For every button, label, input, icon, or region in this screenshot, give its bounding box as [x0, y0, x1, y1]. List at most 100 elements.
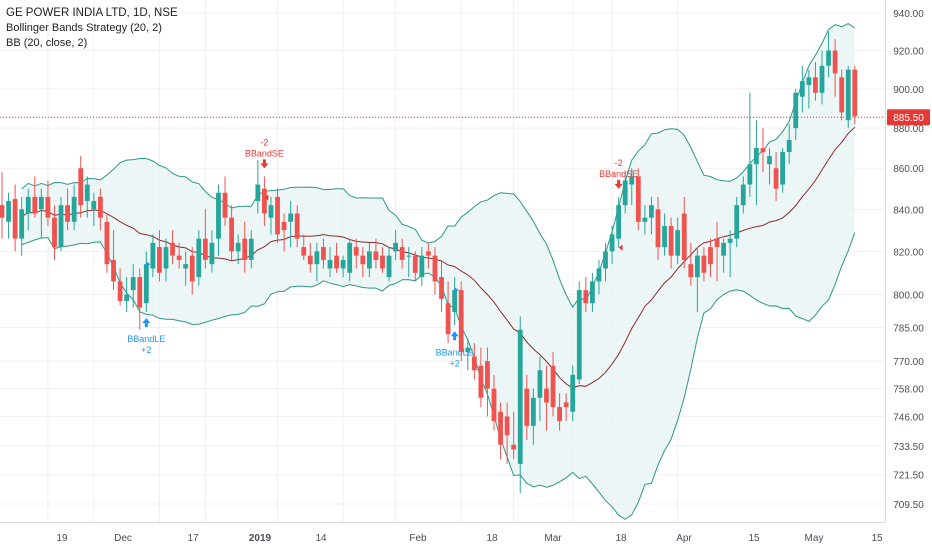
candle[interactable]	[793, 88, 799, 141]
candle[interactable]	[19, 196, 25, 256]
candle[interactable]	[439, 259, 444, 313]
candle[interactable]	[209, 230, 215, 273]
candle[interactable]	[799, 65, 805, 113]
candle[interactable]	[347, 238, 353, 282]
candle[interactable]	[111, 230, 116, 291]
candle[interactable]	[281, 213, 287, 252]
candle[interactable]	[314, 242, 320, 282]
candle[interactable]	[616, 196, 622, 248]
candle[interactable]	[386, 247, 392, 282]
candle[interactable]	[485, 347, 490, 417]
candle[interactable]	[248, 230, 254, 269]
candle[interactable]	[12, 184, 18, 252]
candle[interactable]	[622, 172, 628, 214]
long-entry-signal[interactable]: BBandLE+2	[436, 287, 474, 368]
candle[interactable]	[511, 411, 517, 460]
candle[interactable]	[826, 31, 831, 78]
candle[interactable]	[655, 196, 661, 260]
candle[interactable]	[596, 259, 602, 295]
candle[interactable]	[727, 230, 733, 278]
long-entry-signal[interactable]: BBandLE+2	[127, 261, 165, 355]
candle[interactable]	[163, 238, 169, 282]
candle[interactable]	[576, 281, 582, 384]
candle[interactable]	[0, 172, 5, 239]
candle[interactable]	[301, 234, 307, 260]
candle[interactable]	[170, 230, 175, 265]
candle[interactable]	[852, 65, 858, 125]
candle[interactable]	[71, 184, 77, 231]
candle[interactable]	[550, 352, 556, 417]
candle[interactable]	[465, 338, 471, 371]
candle[interactable]	[327, 247, 333, 278]
candle[interactable]	[255, 160, 261, 214]
candle[interactable]	[25, 188, 31, 231]
candle[interactable]	[426, 242, 431, 269]
candle[interactable]	[157, 230, 162, 282]
candle[interactable]	[570, 365, 576, 422]
candle[interactable]	[649, 196, 654, 235]
candle[interactable]	[806, 69, 812, 109]
candle[interactable]	[832, 39, 838, 97]
candle[interactable]	[52, 205, 57, 260]
candle[interactable]	[98, 188, 103, 231]
candle[interactable]	[183, 251, 189, 286]
candle[interactable]	[458, 281, 464, 362]
candle[interactable]	[366, 242, 372, 278]
candle[interactable]	[393, 230, 398, 260]
candle[interactable]	[819, 50, 825, 105]
candle[interactable]	[498, 402, 503, 460]
candle[interactable]	[399, 238, 405, 269]
candle[interactable]	[767, 148, 772, 185]
candle[interactable]	[681, 196, 687, 269]
candle[interactable]	[557, 393, 562, 431]
candle[interactable]	[635, 168, 641, 231]
short-entry-signal[interactable]: BBandSE-2	[245, 137, 284, 201]
candle[interactable]	[130, 264, 136, 308]
candle[interactable]	[262, 176, 267, 227]
candle[interactable]	[229, 205, 234, 260]
candle[interactable]	[662, 213, 667, 256]
candle[interactable]	[603, 242, 608, 282]
candle[interactable]	[202, 209, 208, 269]
candle[interactable]	[629, 168, 635, 206]
candle[interactable]	[839, 69, 845, 121]
candle[interactable]	[216, 184, 221, 256]
candle[interactable]	[478, 347, 484, 408]
candle[interactable]	[537, 356, 543, 422]
candle[interactable]	[104, 213, 110, 273]
candle[interactable]	[268, 196, 274, 235]
candle[interactable]	[137, 268, 143, 330]
candle[interactable]	[845, 65, 851, 129]
candle[interactable]	[734, 196, 740, 248]
candle[interactable]	[747, 92, 753, 197]
time-axis[interactable]: 19 Dec 17 2019 14 Feb 18 Mar 18 Apr 15 May 15	[0, 522, 885, 550]
candle[interactable]	[307, 242, 313, 273]
candle[interactable]	[708, 238, 713, 278]
candle[interactable]	[380, 247, 385, 273]
candle[interactable]	[754, 120, 759, 206]
candle[interactable]	[517, 316, 523, 493]
candle[interactable]	[471, 343, 477, 380]
candle[interactable]	[124, 277, 130, 313]
candle[interactable]	[32, 176, 38, 218]
candle[interactable]	[294, 205, 300, 248]
candle[interactable]	[242, 221, 248, 273]
candle[interactable]	[813, 61, 818, 101]
candle[interactable]	[6, 192, 11, 239]
candle[interactable]	[235, 234, 241, 265]
candle[interactable]	[275, 188, 280, 243]
candle[interactable]	[740, 176, 746, 214]
candle[interactable]	[642, 205, 648, 235]
candle[interactable]	[583, 277, 589, 313]
candle[interactable]	[419, 247, 425, 286]
candle[interactable]	[78, 156, 84, 218]
candle[interactable]	[504, 402, 510, 464]
candle[interactable]	[445, 281, 451, 344]
candle[interactable]	[321, 238, 326, 269]
candle[interactable]	[491, 374, 497, 431]
candle[interactable]	[452, 277, 458, 326]
candle[interactable]	[189, 247, 195, 295]
candle[interactable]	[544, 365, 549, 431]
candle[interactable]	[760, 128, 766, 173]
